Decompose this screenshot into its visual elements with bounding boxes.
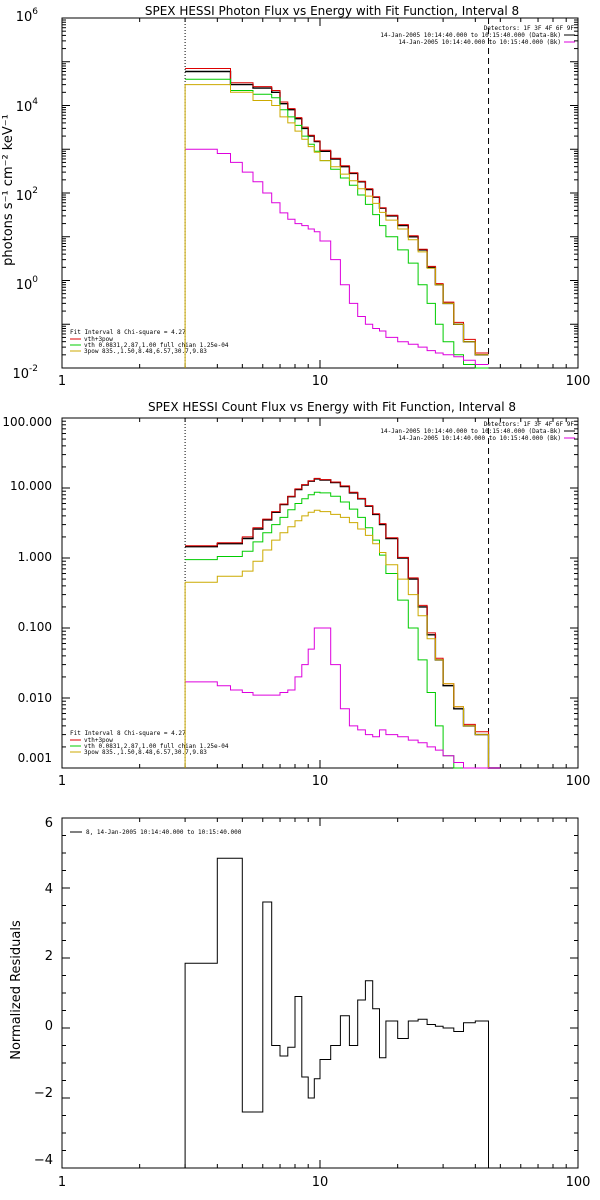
legend-entry: 8, 14-Jan-2005 10:14:40.000 to 10:15:40.…: [86, 829, 242, 836]
y-tick-label: 10.000: [10, 479, 52, 493]
count-flux-legend-right: Detectors: 1F 3F 4F 6F 9F 14-Jan-2005 10…: [380, 421, 575, 442]
y-tick-label: 102: [16, 186, 38, 204]
legend-entry: vth 0.0831,2.87,1.00 full chian 1.25e-04: [84, 743, 229, 750]
series-line-3: [185, 509, 501, 769]
y-tick-label: 0.001: [18, 751, 52, 765]
legend-header: Fit Interval 8 Chi-square = 4.27: [70, 329, 186, 336]
residuals-legend: 8, 14-Jan-2005 10:14:40.000 to 10:15:40.…: [70, 829, 242, 836]
legend-entry: 3pow 835.,1.50,8.48,6.57,30.7,9.83: [84, 348, 207, 355]
x-tick-label: 1: [58, 774, 66, 789]
legend-entry: vth 0.0831,2.87,1.00 full chian 1.25e-04: [84, 342, 229, 349]
photon-flux-y-tick-labels: 106 104 102 100 10-2: [12, 7, 38, 382]
y-tick-label: 4: [45, 882, 53, 897]
photon-flux-x-tick-labels: 1 10 100: [58, 374, 591, 389]
y-tick-label: 104: [16, 97, 39, 115]
legend-entry: 14-Jan-2005 10:14:40.000 to 10:15:40.000…: [380, 428, 561, 435]
legend-header: Detectors: 1F 3F 4F 6F 9F: [484, 25, 575, 32]
series-line-1: [185, 477, 501, 769]
residuals-panel: Normalized Residuals 6 4 2 0 −2 −4 1 10 …: [9, 816, 590, 1190]
series-line-2: [185, 78, 489, 369]
x-tick-label: 100: [566, 774, 591, 789]
x-tick-label: 100: [566, 1175, 591, 1190]
legend-entry: vth+3pow: [84, 737, 113, 744]
y-tick-label: 106: [16, 7, 39, 25]
y-tick-label: 6: [45, 816, 53, 831]
legend-entry: vth+3pow: [84, 336, 113, 343]
x-tick-label: 10: [312, 1175, 329, 1190]
count-flux-legend-left: Fit Interval 8 Chi-square = 4.27 vth+3po…: [70, 730, 229, 756]
legend-header: Fit Interval 8 Chi-square = 4.27: [70, 730, 186, 737]
y-tick-label: −2: [34, 1086, 53, 1101]
photon-flux-legend-right: Detectors: 1F 3F 4F 6F 9F 14-Jan-2005 10…: [380, 25, 575, 46]
count-flux-x-tick-labels: 1 10 100: [58, 774, 591, 789]
photon-flux-panel: SPEX HESSI Photon Flux vs Energy with Fi…: [1, 4, 590, 389]
x-tick-label: 100: [566, 374, 591, 389]
y-tick-label: 0: [45, 1019, 53, 1034]
y-tick-label: 2: [45, 949, 53, 964]
legend-entry: 14-Jan-2005 10:14:40.000 to 10:15:40.000…: [398, 39, 561, 46]
residuals-y-tick-labels: 6 4 2 0 −2 −4: [34, 816, 53, 1168]
x-tick-label: 1: [58, 1175, 66, 1190]
y-tick-label: −4: [34, 1153, 53, 1168]
photon-flux-title: SPEX HESSI Photon Flux vs Energy with Fi…: [145, 4, 519, 18]
legend-header: Detectors: 1F 3F 4F 6F 9F: [484, 421, 575, 428]
series-line-4: [185, 148, 489, 365]
y-tick-label: 100.000: [2, 415, 52, 429]
residuals-x-tick-labels: 1 10 100: [58, 1175, 591, 1190]
series-line-4: [185, 627, 501, 769]
y-tick-label: 0.100: [18, 620, 52, 634]
count-flux-panel: SPEX HESSI Count Flux vs Energy with Fit…: [2, 400, 590, 789]
photon-flux-legend-left: Fit Interval 8 Chi-square = 4.27 vth+3po…: [70, 329, 229, 355]
photon-flux-ylabel: photons s⁻¹ cm⁻² keV⁻¹: [1, 114, 16, 266]
residuals-ylabel: Normalized Residuals: [9, 920, 24, 1060]
legend-entry: 14-Jan-2005 10:14:40.000 to 10:15:40.000…: [380, 32, 561, 39]
y-tick-label: 1.000: [18, 550, 52, 564]
series-line-3: [185, 84, 489, 356]
residual-step-line: [184, 857, 489, 1168]
x-tick-label: 1: [58, 374, 66, 389]
y-tick-label: 0.010: [18, 691, 52, 705]
x-tick-label: 10: [312, 774, 329, 789]
y-tick-label: 10-2: [12, 364, 38, 382]
y-tick-label: 100: [16, 275, 39, 293]
legend-entry: 14-Jan-2005 10:14:40.000 to 10:15:40.000…: [398, 435, 561, 442]
series-line-2: [185, 491, 501, 769]
count-flux-y-tick-labels: 100.000 10.000 1.000 0.100 0.010 0.001: [2, 415, 52, 765]
count-flux-title: SPEX HESSI Count Flux vs Energy with Fit…: [148, 400, 516, 414]
legend-entry: 3pow 835.,1.50,8.48,6.57,30.7,9.83: [84, 749, 207, 756]
x-tick-label: 10: [312, 374, 329, 389]
